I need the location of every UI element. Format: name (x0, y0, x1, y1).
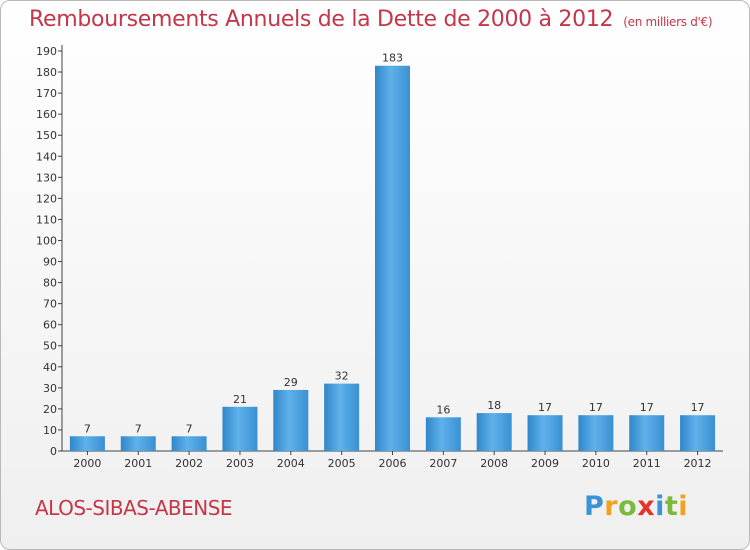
y-tick-label: 120 (36, 192, 57, 205)
x-tick-label-2008: 2008 (480, 457, 508, 470)
x-tick-label-2012: 2012 (684, 457, 712, 470)
value-label-2005: 32 (335, 370, 349, 383)
commune-name: ALOS-SIBAS-ABENSE (35, 496, 233, 520)
y-tick-label: 160 (36, 108, 57, 121)
chart-title-text: Remboursements Annuels de la Dette de 20… (29, 7, 614, 32)
y-tick-label: 10 (43, 424, 57, 437)
y-tick-label: 50 (43, 340, 57, 353)
x-tick-label-2005: 2005 (328, 457, 356, 470)
bar-2008 (476, 413, 512, 451)
bar-2012 (680, 415, 716, 451)
bar-2009 (527, 415, 563, 451)
value-label-2001: 7 (135, 422, 142, 435)
value-label-2004: 29 (284, 376, 298, 389)
x-tick-label-2006: 2006 (379, 457, 407, 470)
y-tick-label: 80 (43, 277, 57, 290)
bar-2011 (629, 415, 665, 451)
x-tick-label-2009: 2009 (531, 457, 559, 470)
value-label-2002: 7 (186, 422, 193, 435)
proxiti-logo: Proxiti (584, 491, 689, 522)
x-tick-label-2011: 2011 (633, 457, 661, 470)
x-tick-label-2002: 2002 (175, 457, 203, 470)
value-label-2008: 18 (487, 399, 501, 412)
x-tick-label-2003: 2003 (226, 457, 254, 470)
chart-bars (69, 65, 716, 451)
bar-2000 (69, 436, 105, 451)
y-tick-label: 20 (43, 403, 57, 416)
x-tick-label-2007: 2007 (429, 457, 457, 470)
value-label-2010: 17 (589, 401, 603, 414)
chart-title: Remboursements Annuels de la Dette de 20… (29, 7, 713, 32)
value-label-2006: 183 (382, 52, 403, 65)
y-tick-label: 180 (36, 66, 57, 79)
x-tick-label-2000: 2000 (73, 457, 101, 470)
y-tick-label: 140 (36, 150, 57, 163)
y-tick-label: 60 (43, 319, 57, 332)
y-tick-label: 70 (43, 298, 57, 311)
bar-2003 (222, 406, 258, 451)
value-label-2011: 17 (640, 401, 654, 414)
y-tick-label: 170 (36, 87, 57, 100)
y-tick-label: 110 (36, 213, 57, 226)
chart-subtitle: (en milliers d'€) (623, 15, 713, 29)
bar-2005 (324, 383, 360, 451)
y-tick-label: 190 (36, 45, 57, 58)
bar-2002 (171, 436, 207, 451)
bar-2004 (273, 389, 309, 451)
x-tick-label-2004: 2004 (277, 457, 305, 470)
bar-2006 (375, 65, 410, 451)
chart-labels: 7 2000 7 2001 7 2002 21 2003 29 2004 32 2005 183 2006… (73, 52, 711, 470)
y-tick-label: 130 (36, 171, 57, 184)
bar-2007 (425, 417, 461, 451)
x-tick-label-2010: 2010 (582, 457, 610, 470)
y-tick-label: 40 (43, 361, 57, 374)
y-tick-label: 150 (36, 129, 57, 142)
bar-2010 (578, 415, 614, 451)
chart-axes: 0 10 20 30 40 50 60 70 80 90 100 110 120 130 140 150 160… (36, 45, 723, 458)
value-label-2009: 17 (538, 401, 552, 414)
y-tick-label: 90 (43, 256, 57, 269)
value-label-2007: 16 (436, 403, 450, 416)
y-tick-label: 0 (50, 445, 57, 458)
bar-2001 (120, 436, 156, 451)
y-tick-label: 30 (43, 382, 57, 395)
value-label-2000: 7 (84, 422, 91, 435)
value-label-2003: 21 (233, 393, 247, 406)
x-tick-label-2001: 2001 (124, 457, 152, 470)
value-label-2012: 17 (691, 401, 705, 414)
y-tick-label: 100 (36, 234, 57, 247)
